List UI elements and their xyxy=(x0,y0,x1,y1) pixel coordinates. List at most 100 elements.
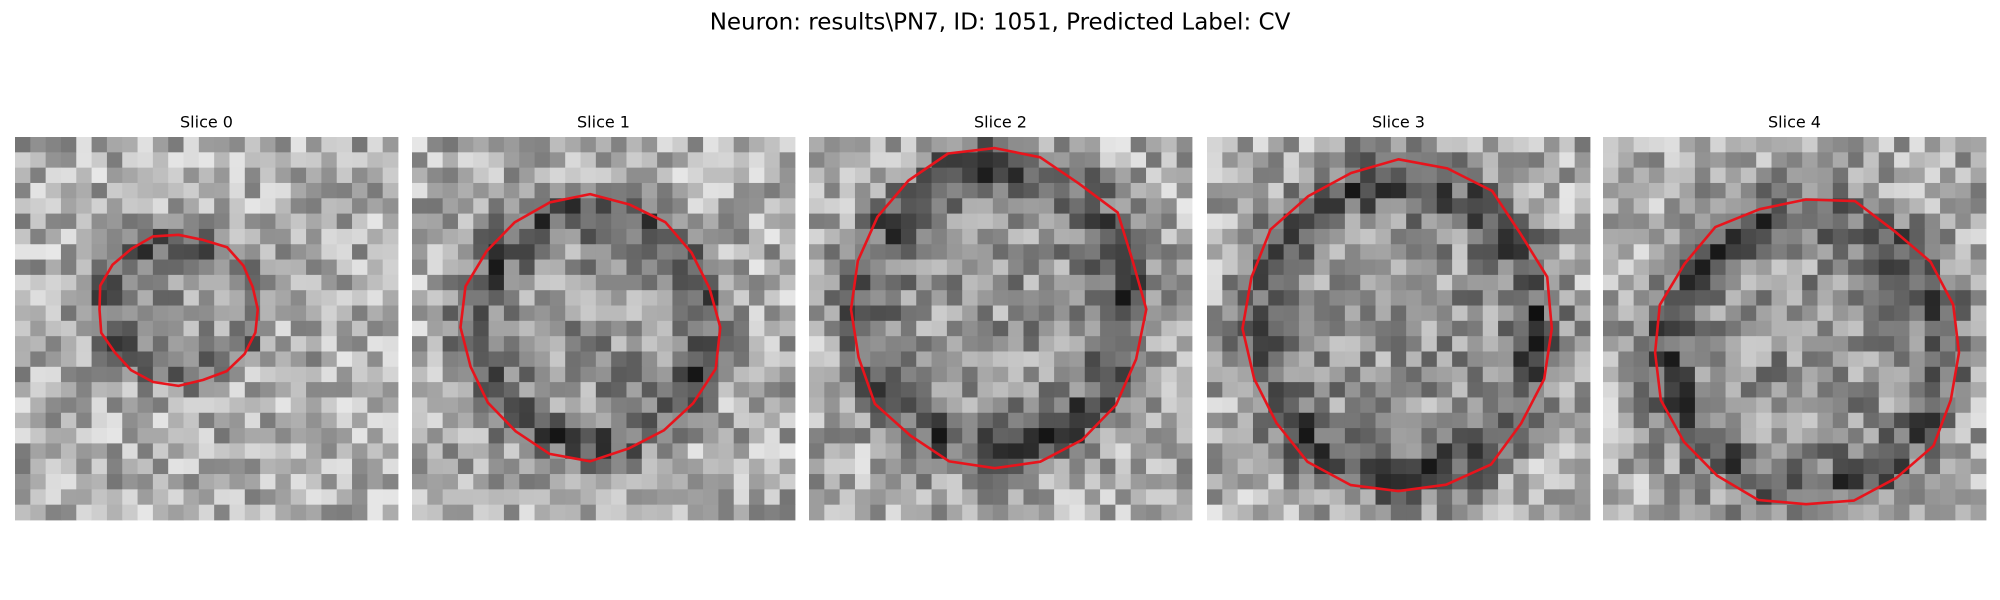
pixel xyxy=(703,474,719,490)
pixel xyxy=(1298,366,1315,383)
pixel xyxy=(519,489,535,506)
pixel xyxy=(275,474,292,490)
pixel xyxy=(1970,137,1987,153)
pixel xyxy=(1817,274,1834,291)
pixel xyxy=(260,137,276,153)
pixel xyxy=(764,489,781,506)
pixel xyxy=(321,443,338,460)
pixel xyxy=(1268,167,1284,184)
pixel xyxy=(30,182,47,199)
pixel xyxy=(1756,458,1772,475)
pixel xyxy=(1161,167,1178,184)
pixel xyxy=(336,443,353,460)
pixel xyxy=(1924,305,1941,322)
pixel xyxy=(1115,458,1132,475)
pixel xyxy=(1648,290,1665,306)
pixel xyxy=(1054,336,1070,352)
pixel xyxy=(122,290,138,306)
pixel xyxy=(214,474,230,490)
pixel xyxy=(1344,504,1361,521)
pixel xyxy=(244,366,261,383)
pixel xyxy=(1924,474,1941,490)
pixel xyxy=(1528,228,1545,245)
pixel xyxy=(1130,244,1147,260)
pixel xyxy=(1863,182,1880,199)
pixel xyxy=(1909,351,1926,368)
pixel xyxy=(1894,182,1910,199)
pixel xyxy=(641,152,658,169)
pixel xyxy=(503,167,520,184)
pixel xyxy=(1406,228,1422,245)
pixel xyxy=(519,290,535,306)
pixel xyxy=(260,474,276,490)
pixel xyxy=(321,397,338,414)
pixel xyxy=(1955,137,1972,153)
pixel xyxy=(1694,305,1711,322)
pixel xyxy=(45,412,62,429)
pixel xyxy=(306,182,322,199)
pixel xyxy=(854,137,871,153)
pixel xyxy=(764,458,781,475)
pixel xyxy=(260,198,276,214)
pixel xyxy=(152,504,169,521)
pixel xyxy=(488,458,505,475)
pixel xyxy=(1664,213,1680,230)
pixel xyxy=(91,458,108,475)
pixel xyxy=(1375,428,1392,444)
pixel xyxy=(1756,336,1772,352)
pixel xyxy=(1283,182,1300,199)
pixel xyxy=(1679,213,1696,230)
pixel xyxy=(91,167,108,184)
pixel xyxy=(916,290,932,306)
pixel xyxy=(657,152,673,169)
pixel xyxy=(1955,213,1972,230)
pixel xyxy=(1909,305,1926,322)
pixel xyxy=(1023,182,1040,199)
pixel xyxy=(1375,320,1392,337)
pixel xyxy=(580,320,597,337)
pixel xyxy=(1375,336,1392,352)
pixel xyxy=(503,228,520,245)
pixel xyxy=(1268,228,1284,245)
pixel xyxy=(977,428,994,444)
pixel xyxy=(611,504,627,521)
pixel xyxy=(1940,336,1956,352)
pixel xyxy=(352,182,368,199)
pixel xyxy=(870,428,886,444)
pixel xyxy=(1786,152,1803,169)
pixel xyxy=(122,320,138,337)
pixel xyxy=(60,320,77,337)
pixel xyxy=(1100,382,1116,398)
pixel xyxy=(565,320,581,337)
pixel xyxy=(1482,320,1499,337)
pixel xyxy=(336,458,353,475)
pixel xyxy=(1222,259,1239,276)
pixel xyxy=(306,305,322,322)
pixel xyxy=(1664,137,1680,153)
pixel xyxy=(534,504,551,521)
pixel xyxy=(76,397,92,414)
pixel xyxy=(442,228,459,245)
pixel xyxy=(1955,274,1972,291)
pixel xyxy=(1237,504,1254,521)
pixel xyxy=(229,305,246,322)
pixel xyxy=(718,167,735,184)
pixel xyxy=(367,259,384,276)
pixel xyxy=(1329,137,1346,153)
pixel xyxy=(595,458,612,475)
pixel xyxy=(1528,259,1545,276)
pixel xyxy=(1054,244,1070,260)
pixel xyxy=(839,244,856,260)
pixel xyxy=(503,443,520,460)
pixel xyxy=(275,428,292,444)
pixel xyxy=(260,228,276,245)
pixel xyxy=(1115,443,1132,460)
pixel xyxy=(672,228,689,245)
pixel xyxy=(1513,428,1530,444)
pixel xyxy=(870,351,886,368)
pixel xyxy=(122,182,138,199)
pixel xyxy=(1329,474,1346,490)
pixel xyxy=(1544,213,1560,230)
pixel xyxy=(1863,397,1880,414)
pixel xyxy=(1863,412,1880,429)
